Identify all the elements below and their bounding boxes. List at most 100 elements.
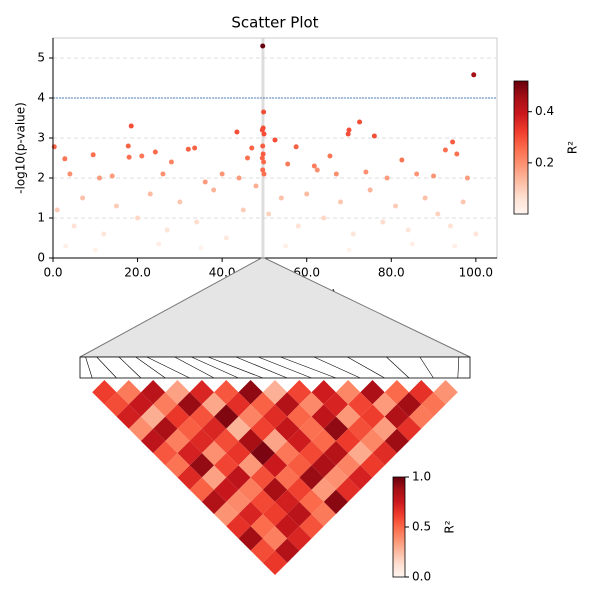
x-tick-label: 0.0 [43, 266, 62, 280]
point [346, 127, 352, 133]
ld-cell [262, 550, 288, 575]
snp-connector [280, 356, 337, 379]
snp-connector [146, 356, 190, 379]
point [156, 241, 162, 247]
snp-connector [457, 356, 460, 379]
y-tick-label: 3 [37, 131, 45, 145]
x-tick-label: 80.0 [378, 266, 405, 280]
snp-connector [386, 356, 410, 379]
y-tick-label: 4 [37, 91, 45, 105]
colorbar-tick-label: 0.4 [535, 104, 554, 118]
snp-connector [235, 356, 288, 379]
point [357, 119, 363, 125]
point [139, 153, 145, 159]
point [350, 231, 356, 237]
point [295, 223, 301, 229]
point [380, 219, 386, 225]
point [67, 171, 73, 177]
point [245, 155, 251, 161]
point [260, 167, 266, 173]
x-tick-label: 20.0 [124, 266, 151, 280]
point [198, 245, 204, 251]
point [147, 191, 153, 197]
point [92, 247, 98, 253]
point [260, 43, 266, 49]
point [327, 153, 333, 159]
snp-connector [347, 356, 385, 379]
point [293, 144, 299, 150]
point [431, 173, 437, 179]
point [261, 109, 267, 115]
plot-frame [52, 37, 498, 259]
snp-connector [135, 356, 166, 379]
point [371, 133, 377, 139]
point [260, 125, 266, 131]
point [393, 203, 399, 209]
position-track [79, 356, 471, 379]
colorbar-tick-label: 0.5 [412, 520, 431, 534]
point [261, 131, 267, 137]
point [62, 156, 68, 162]
x-tick-label: 100.0 [459, 266, 493, 280]
point [54, 207, 60, 213]
point [125, 143, 131, 149]
point [283, 243, 289, 249]
point [346, 247, 352, 253]
chart-title: Scatter Plot [231, 14, 318, 32]
snp-connector [85, 356, 93, 379]
point [80, 195, 86, 201]
point [338, 199, 344, 205]
point [168, 159, 174, 165]
point [219, 171, 225, 177]
point [260, 143, 266, 149]
y-tick-label: 1 [37, 211, 45, 225]
colorbar-tick-label: 0.2 [535, 155, 554, 169]
snp-connector [258, 356, 312, 379]
y-tick-label: 2 [37, 171, 45, 185]
point [101, 231, 107, 237]
point [192, 145, 198, 151]
point [414, 171, 420, 177]
point [285, 161, 291, 167]
point [311, 163, 317, 169]
snp-connector [313, 356, 361, 379]
point [422, 195, 428, 201]
point [194, 219, 200, 225]
point [454, 151, 460, 157]
point [314, 167, 320, 173]
snp-connector [191, 356, 239, 379]
point [473, 231, 479, 237]
y-tick-label: 5 [37, 51, 45, 65]
point [399, 157, 405, 163]
snp-connector [174, 356, 215, 379]
point [249, 145, 255, 151]
point [177, 199, 183, 205]
point [442, 147, 448, 153]
colorbar-label: R² [443, 520, 457, 533]
y-tick-label: 0 [37, 251, 45, 265]
point [261, 159, 267, 165]
point [321, 215, 327, 221]
snp-connector [208, 356, 263, 379]
colorbar-tick-label: 0.0 [412, 570, 431, 584]
point [71, 223, 77, 229]
point [202, 179, 208, 185]
point [450, 139, 456, 145]
snp-connector [118, 356, 142, 379]
point [211, 187, 217, 193]
point [160, 171, 166, 177]
point [63, 243, 69, 249]
point [363, 169, 369, 175]
point [367, 187, 373, 193]
point [278, 195, 284, 201]
point [259, 155, 265, 161]
y-axis-label: -log10(p-value) [14, 102, 28, 194]
point [128, 123, 134, 129]
point [452, 243, 458, 249]
point [223, 235, 229, 241]
colorbar-tick-label: 1.0 [412, 470, 431, 484]
point [435, 211, 441, 217]
point [384, 175, 390, 181]
colorbar-label: R² [566, 141, 580, 154]
